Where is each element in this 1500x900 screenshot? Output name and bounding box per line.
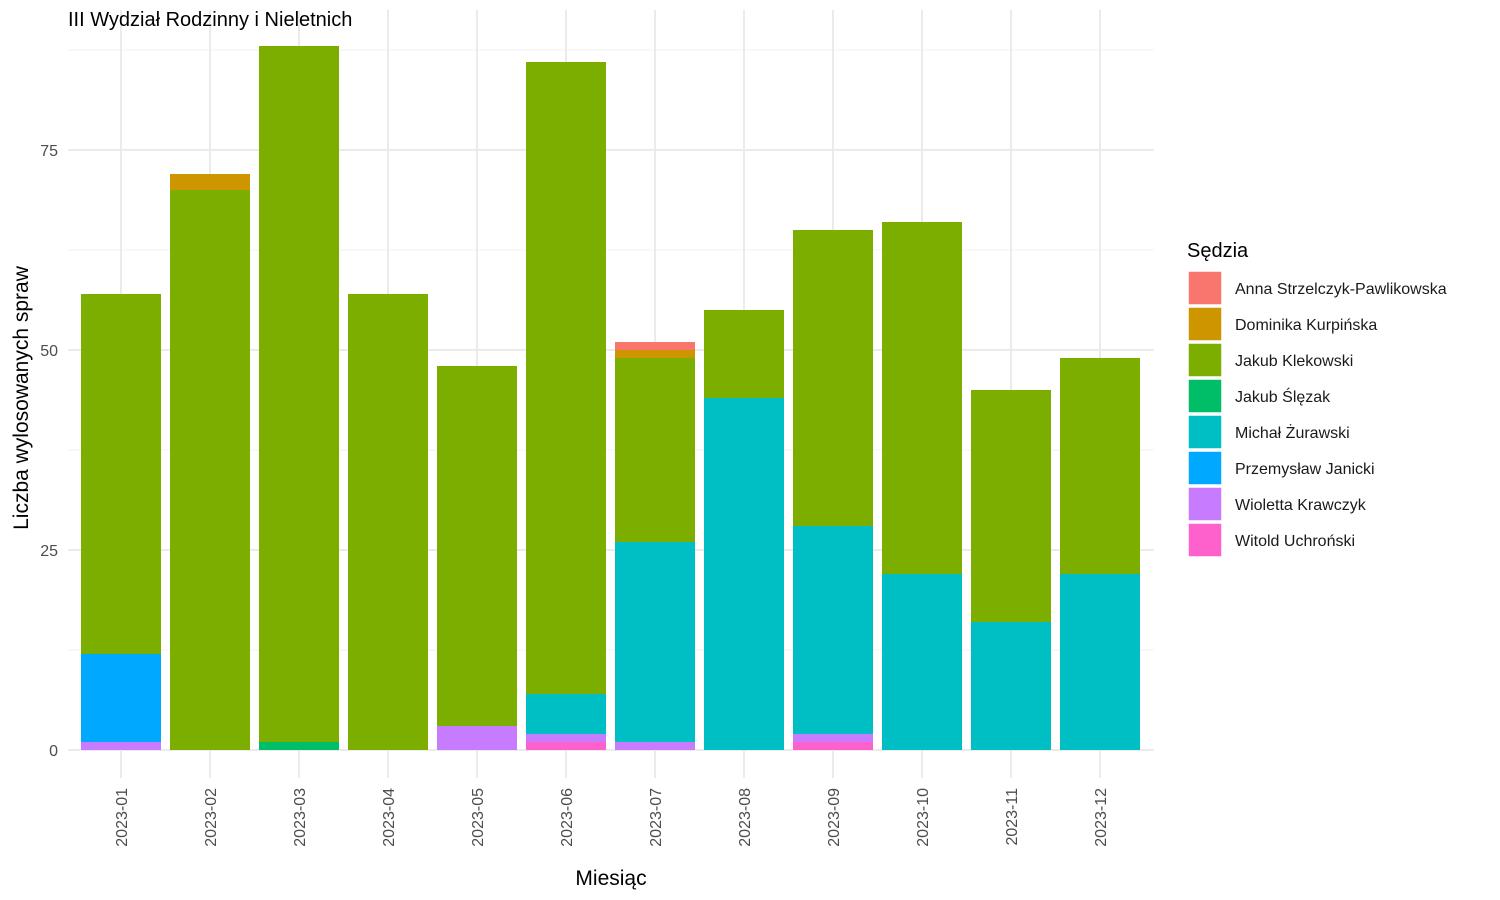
bar-segment	[1060, 574, 1140, 750]
bar-segment	[437, 726, 517, 750]
y-tick-label: 75	[40, 143, 58, 160]
bar-segment	[615, 350, 695, 358]
legend-label: Anna Strzelczyk-Pawlikowska	[1235, 281, 1447, 298]
bars	[81, 46, 1140, 750]
legend-item: Wioletta Krawczyk	[1187, 486, 1367, 522]
bar-segment	[1060, 358, 1140, 574]
legend-label: Jakub Ślęzak	[1235, 387, 1331, 406]
legend-label: Dominika Kurpińska	[1235, 317, 1377, 334]
y-axis-ticks: 0 25 50 75	[40, 143, 58, 760]
y-axis-label: Liczba wylosowanych spraw	[10, 265, 33, 530]
legend-title: Sędzia	[1187, 240, 1249, 262]
legend-swatch	[1187, 270, 1223, 306]
legend-swatch	[1187, 342, 1223, 378]
x-tick-label: 2023-02	[203, 788, 220, 847]
y-tick-label: 50	[40, 343, 58, 360]
legend-swatch	[1187, 378, 1223, 414]
x-tick-label: 2023-01	[114, 788, 131, 847]
legend-label: Michał Żurawski	[1235, 423, 1350, 442]
legend-swatch	[1187, 486, 1223, 522]
bar-segment	[615, 358, 695, 542]
bar-segment	[81, 294, 161, 654]
x-tick-label: 2023-04	[381, 788, 398, 847]
legend: Sędzia Anna Strzelczyk-Pawlikowska Domini…	[1187, 240, 1447, 558]
bar-segment	[170, 174, 250, 190]
x-tick-label: 2023-08	[737, 788, 754, 847]
bar-segment	[615, 342, 695, 350]
x-tick-label: 2023-05	[470, 788, 487, 847]
bar-segment	[615, 742, 695, 750]
x-tick-label: 2023-12	[1093, 788, 1110, 847]
bar-segment	[971, 390, 1051, 622]
legend-item: Jakub Klekowski	[1187, 342, 1353, 378]
legend-label: Jakub Klekowski	[1235, 353, 1353, 370]
chart-title: III Wydział Rodzinny i Nieletnich	[68, 9, 352, 31]
bar-segment	[170, 190, 250, 750]
bar-segment	[704, 310, 784, 398]
legend-swatch	[1187, 522, 1223, 558]
legend-item: Przemysław Janicki	[1187, 450, 1375, 486]
x-axis-ticks: 2023-01 2023-02 2023-03 2023-04 2023-05 2023-…	[114, 788, 1110, 847]
bar-segment	[81, 654, 161, 742]
legend-item: Dominika Kurpińska	[1187, 306, 1377, 342]
legend-label: Przemysław Janicki	[1235, 461, 1375, 478]
bar-segment	[971, 622, 1051, 750]
y-tick-label: 0	[49, 743, 58, 760]
x-tick-label: 2023-07	[648, 788, 665, 847]
bar-segment	[81, 742, 161, 750]
legend-item: Anna Strzelczyk-Pawlikowska	[1187, 270, 1447, 306]
x-tick-label: 2023-09	[826, 788, 843, 847]
legend-label: Wioletta Krawczyk	[1235, 497, 1367, 514]
x-tick-label: 2023-11	[1004, 788, 1021, 846]
bar-segment	[882, 574, 962, 750]
bar-segment	[348, 294, 428, 750]
bar-segment	[526, 742, 606, 750]
bar-segment	[526, 694, 606, 734]
bar-segment	[882, 222, 962, 574]
legend-item: Witold Uchroński	[1187, 522, 1355, 558]
legend-item: Michał Żurawski	[1187, 414, 1350, 450]
legend-items: Anna Strzelczyk-Pawlikowska Dominika Kurp…	[1187, 270, 1447, 558]
bar-segment	[793, 526, 873, 734]
x-tick-label: 2023-06	[559, 788, 576, 847]
legend-label: Witold Uchroński	[1235, 533, 1355, 550]
y-tick-label: 25	[40, 543, 58, 560]
x-tick-label: 2023-03	[292, 788, 309, 847]
bar-segment	[793, 734, 873, 742]
bar-segment	[793, 742, 873, 750]
bar-segment	[704, 398, 784, 750]
bar-segment	[615, 542, 695, 742]
bar-segment	[526, 62, 606, 694]
bar-segment	[793, 230, 873, 526]
x-axis-label: Miesiąc	[575, 867, 646, 890]
legend-item: Jakub Ślęzak	[1187, 378, 1331, 414]
bar-segment	[259, 742, 339, 750]
legend-swatch	[1187, 450, 1223, 486]
bar-segment	[259, 46, 339, 742]
bar-segment	[526, 734, 606, 742]
x-tick-label: 2023-10	[915, 788, 932, 847]
legend-swatch	[1187, 414, 1223, 450]
bar-segment	[437, 366, 517, 726]
legend-swatch	[1187, 306, 1223, 342]
